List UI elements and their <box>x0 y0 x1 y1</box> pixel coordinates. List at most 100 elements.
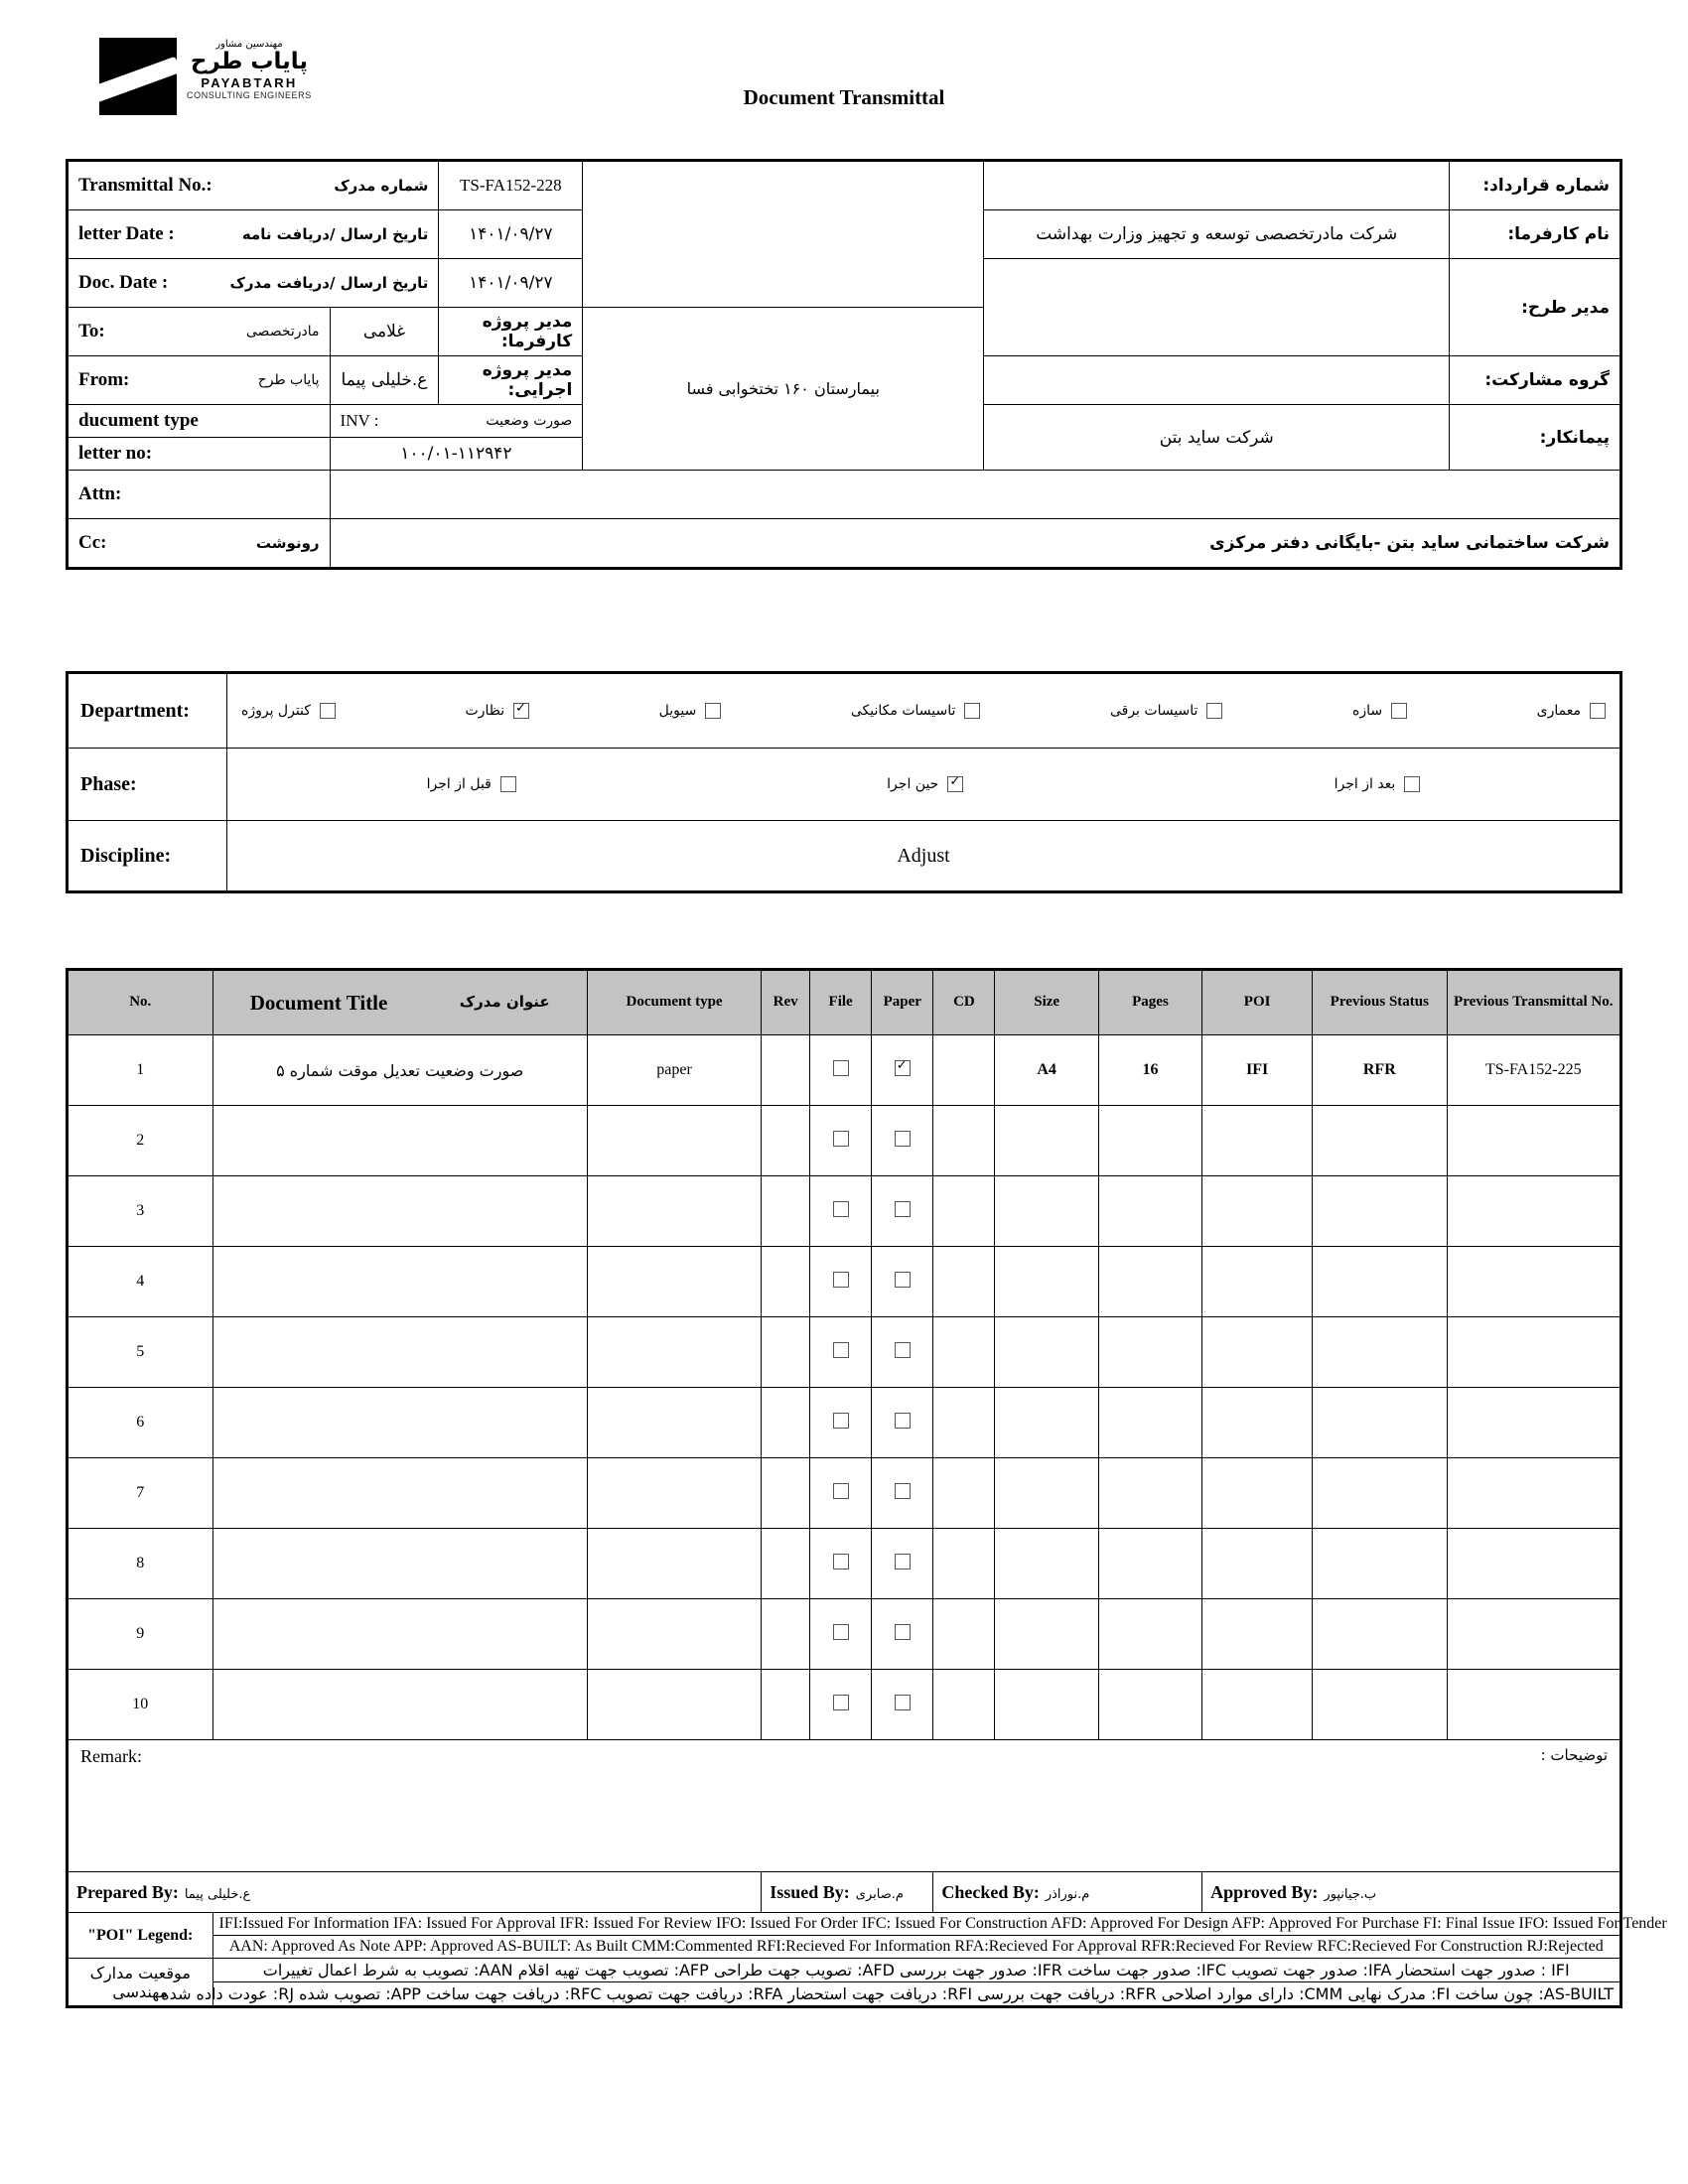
checkbox-icon[interactable] <box>832 1130 849 1147</box>
cell-poi[interactable] <box>1201 1387 1314 1458</box>
department-option-4[interactable]: سیویل <box>659 703 722 719</box>
checkbox-icon[interactable] <box>964 703 981 719</box>
cell-file[interactable] <box>809 1316 873 1388</box>
cell-document-title[interactable] <box>211 1669 588 1740</box>
from-person[interactable]: ع.خلیلی پیما <box>329 355 440 405</box>
cell-poi[interactable] <box>1201 1457 1314 1529</box>
signature-1[interactable]: Issued By: م.صابری <box>761 1871 934 1913</box>
department-option-3[interactable]: تاسیسات مکانیکی <box>851 703 981 719</box>
cell-cd[interactable] <box>932 1598 996 1670</box>
cell-size[interactable] <box>994 1246 1099 1317</box>
cell-file[interactable] <box>809 1246 873 1317</box>
joint-venture-value[interactable] <box>983 355 1451 405</box>
cell-rev[interactable] <box>761 1669 811 1740</box>
phase-option-2[interactable]: قبل از اجرا <box>427 776 516 792</box>
transmittal-no-value[interactable]: TS-FA152-228 <box>438 160 584 210</box>
department-option-5[interactable]: نظارت <box>466 700 530 719</box>
checkbox-icon[interactable] <box>832 1412 849 1429</box>
cell-file[interactable] <box>809 1034 873 1106</box>
cell-document-type[interactable] <box>586 1528 763 1599</box>
cell-paper[interactable] <box>871 1457 934 1529</box>
checkbox-icon[interactable] <box>894 1130 911 1147</box>
cell-size[interactable] <box>994 1457 1099 1529</box>
cell-pages[interactable] <box>1097 1316 1203 1388</box>
cell-document-title[interactable] <box>211 1598 588 1670</box>
cell-paper[interactable] <box>871 1387 934 1458</box>
cell-previous-transmittal[interactable] <box>1446 1669 1622 1740</box>
cell-document-type[interactable] <box>586 1175 763 1247</box>
cell-paper[interactable] <box>871 1034 934 1106</box>
cell-document-type[interactable] <box>586 1105 763 1176</box>
checkbox-icon[interactable] <box>1206 703 1223 719</box>
checkbox-checked-icon[interactable] <box>894 1057 911 1076</box>
cell-file[interactable] <box>809 1457 873 1529</box>
cell-paper[interactable] <box>871 1669 934 1740</box>
cell-pages[interactable] <box>1097 1457 1203 1529</box>
cell-previous-status[interactable] <box>1312 1598 1448 1670</box>
cell-rev[interactable] <box>761 1175 811 1247</box>
department-option-6[interactable]: کنترل پروژه <box>241 703 336 719</box>
discipline-value[interactable]: Adjust <box>226 820 1621 892</box>
cell-previous-transmittal[interactable]: TS-FA152-225 <box>1446 1034 1622 1106</box>
checkbox-icon[interactable] <box>832 1271 849 1288</box>
cell-paper[interactable] <box>871 1246 934 1317</box>
cell-rev[interactable] <box>761 1316 811 1388</box>
cell-previous-transmittal[interactable] <box>1446 1316 1622 1388</box>
cell-document-title[interactable] <box>211 1457 588 1529</box>
cell-size[interactable] <box>994 1387 1099 1458</box>
cell-rev[interactable] <box>761 1387 811 1458</box>
signature-2[interactable]: Checked By: م.نوراذر <box>932 1871 1203 1913</box>
cell-poi[interactable] <box>1201 1316 1314 1388</box>
checkbox-icon[interactable] <box>832 1059 849 1076</box>
cell-previous-transmittal[interactable] <box>1446 1105 1622 1176</box>
cell-poi[interactable] <box>1201 1246 1314 1317</box>
cell-size[interactable] <box>994 1598 1099 1670</box>
cell-size[interactable] <box>994 1175 1099 1247</box>
cell-document-type[interactable] <box>586 1387 763 1458</box>
checkbox-icon[interactable] <box>832 1482 849 1499</box>
cell-previous-transmittal[interactable] <box>1446 1457 1622 1529</box>
checkbox-icon[interactable] <box>894 1623 911 1640</box>
cell-paper[interactable] <box>871 1105 934 1176</box>
checkbox-icon[interactable] <box>894 1341 911 1358</box>
cell-paper[interactable] <box>871 1175 934 1247</box>
cell-previous-status[interactable] <box>1312 1669 1448 1740</box>
cell-cd[interactable] <box>932 1034 996 1106</box>
cell-previous-status[interactable] <box>1312 1246 1448 1317</box>
project-manager-value[interactable] <box>983 258 1451 356</box>
cell-previous-status[interactable] <box>1312 1387 1448 1458</box>
checkbox-icon[interactable] <box>1391 703 1408 719</box>
cell-size[interactable] <box>994 1316 1099 1388</box>
cell-pages[interactable] <box>1097 1528 1203 1599</box>
cell-poi[interactable] <box>1201 1669 1314 1740</box>
attn-value[interactable] <box>329 470 1622 519</box>
cell-rev[interactable] <box>761 1105 811 1176</box>
cell-cd[interactable] <box>932 1316 996 1388</box>
cell-pages[interactable] <box>1097 1598 1203 1670</box>
cell-size[interactable]: A4 <box>994 1034 1099 1106</box>
checkbox-icon[interactable] <box>832 1553 849 1570</box>
cell-paper[interactable] <box>871 1598 934 1670</box>
checkbox-icon[interactable] <box>894 1553 911 1570</box>
signature-0[interactable]: Prepared By: ع.خلیلی پیما <box>66 1871 763 1913</box>
cell-document-type[interactable] <box>586 1457 763 1529</box>
cell-document-title[interactable] <box>211 1175 588 1247</box>
cell-document-type[interactable] <box>586 1316 763 1388</box>
doc-date-value[interactable]: ۱۴۰۱/۰۹/۲۷ <box>438 258 584 308</box>
cell-document-title[interactable] <box>211 1316 588 1388</box>
cell-pages[interactable] <box>1097 1175 1203 1247</box>
letter-no-value[interactable]: ۱۰۰/۰۱-۱۱۲۹۴۲ <box>329 437 584 471</box>
checkbox-checked-icon[interactable] <box>947 773 964 792</box>
cell-previous-status[interactable] <box>1312 1457 1448 1529</box>
cell-previous-status[interactable] <box>1312 1316 1448 1388</box>
cell-rev[interactable] <box>761 1528 811 1599</box>
cell-document-type[interactable] <box>586 1246 763 1317</box>
phase-option-0[interactable]: بعد از اجرا <box>1335 776 1421 792</box>
cell-cd[interactable] <box>932 1669 996 1740</box>
cell-poi[interactable] <box>1201 1105 1314 1176</box>
cell-file[interactable] <box>809 1105 873 1176</box>
cell-rev[interactable] <box>761 1598 811 1670</box>
cell-file[interactable] <box>809 1669 873 1740</box>
cell-previous-status[interactable] <box>1312 1528 1448 1599</box>
cell-document-type[interactable]: paper <box>586 1034 763 1106</box>
